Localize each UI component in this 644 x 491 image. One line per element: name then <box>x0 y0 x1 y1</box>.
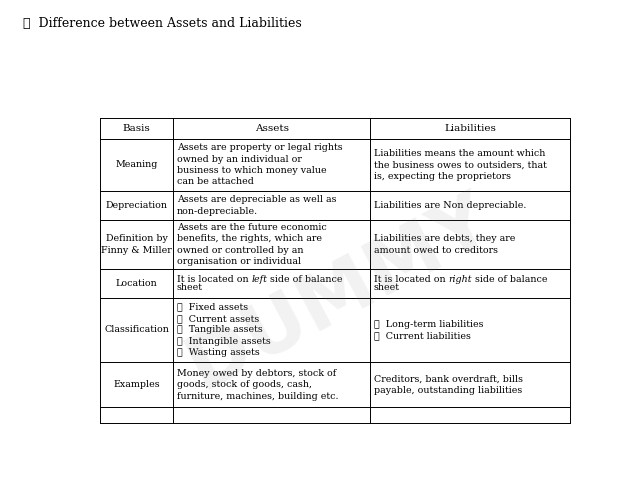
Text: Depreciation: Depreciation <box>106 201 168 210</box>
Text: DUMMY: DUMMY <box>176 183 504 404</box>
Text: Location: Location <box>116 279 158 288</box>
Text: It is located on: It is located on <box>176 275 251 284</box>
Text: Assets are the future economic
benefits, the rights, which are
owned or controll: Assets are the future economic benefits,… <box>176 223 327 266</box>
Text: It is located on: It is located on <box>374 275 448 284</box>
Text: Classification: Classification <box>104 326 169 334</box>
Text: sheet: sheet <box>374 283 400 292</box>
Text: Assets are depreciable as well as
non-depreciable.: Assets are depreciable as well as non-de… <box>176 195 336 216</box>
Text: Money owed by debtors, stock of
goods, stock of goods, cash,
furniture, machines: Money owed by debtors, stock of goods, s… <box>176 369 338 401</box>
Text: Basis: Basis <box>123 124 151 133</box>
Text: side of balance: side of balance <box>472 275 547 284</box>
Text: Creditors, bank overdraft, bills
payable, outstanding liabilities: Creditors, bank overdraft, bills payable… <box>374 375 523 395</box>
Text: Meaning: Meaning <box>116 160 158 169</box>
Text: Liabilities are Non depreciable.: Liabilities are Non depreciable. <box>374 201 526 210</box>
Text: Examples: Examples <box>113 380 160 389</box>
Text: ➤  Long-term liabilities
➤  Current liabilities: ➤ Long-term liabilities ➤ Current liabil… <box>374 320 483 340</box>
Text: Assets are property or legal rights
owned by an individual or
business to which : Assets are property or legal rights owne… <box>176 143 343 187</box>
Text: Liabilities means the amount which
the business owes to outsiders, that
is, expe: Liabilities means the amount which the b… <box>374 149 547 181</box>
Text: Assets: Assets <box>255 124 289 133</box>
Text: Liabilities are debts, they are
amount owed to creditors: Liabilities are debts, they are amount o… <box>374 234 515 255</box>
Text: ➤  Difference between Assets and Liabilities: ➤ Difference between Assets and Liabilit… <box>23 17 301 30</box>
Text: ➤  Fixed assets
➤  Current assets
➤  Tangible assets
➤  Intangible assets
➤  Was: ➤ Fixed assets ➤ Current assets ➤ Tangib… <box>176 302 270 357</box>
Text: right: right <box>448 275 472 284</box>
Text: Liabilities: Liabilities <box>444 124 496 133</box>
Text: sheet: sheet <box>176 283 203 292</box>
Text: left: left <box>251 275 267 284</box>
Text: Definition by
Finny & Miller: Definition by Finny & Miller <box>102 234 172 255</box>
Text: side of balance: side of balance <box>267 275 343 284</box>
